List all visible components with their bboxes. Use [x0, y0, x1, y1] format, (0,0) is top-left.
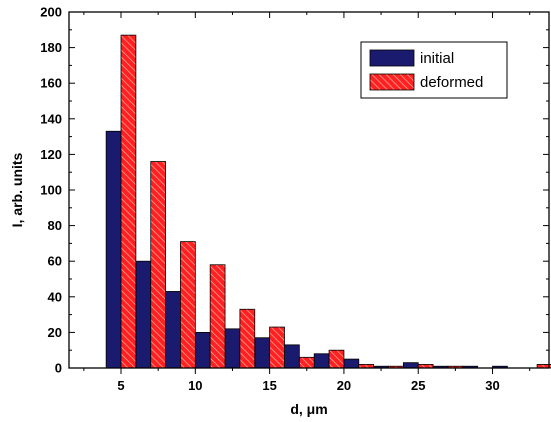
- bar-deformed-5: [269, 326, 285, 369]
- y-tick-label: 180: [40, 40, 62, 55]
- bar-deformed-2: [180, 241, 196, 369]
- bar-initial-3: [194, 331, 211, 369]
- y-tick-label: 0: [55, 361, 62, 376]
- bar-initial-8: [343, 358, 360, 369]
- bar-deformed-3: [209, 264, 226, 369]
- bar-initial-0: [105, 130, 122, 369]
- y-tick-label: 80: [48, 218, 62, 233]
- y-tick-label: 200: [40, 5, 62, 20]
- x-tick-label: 30: [485, 378, 499, 393]
- bar-deformed-4: [239, 308, 256, 369]
- bar-deformed-1: [150, 161, 166, 369]
- y-tick-label: 160: [40, 76, 62, 91]
- x-tick-label: 25: [411, 378, 425, 393]
- bars-group: [105, 34, 551, 369]
- legend: initial deformed: [360, 41, 508, 99]
- bar-deformed-6: [298, 356, 315, 369]
- bar-deformed-7: [328, 349, 345, 369]
- x-tick-label: 10: [188, 378, 202, 393]
- x-axis-title: d, μm: [290, 401, 327, 417]
- legend-swatch-initial: [369, 49, 415, 67]
- y-tick-label: 20: [48, 325, 62, 340]
- bar-initial-4: [224, 328, 241, 369]
- y-tick-label: 120: [40, 147, 62, 162]
- y-tick-label: 100: [40, 183, 62, 198]
- x-tick-label: 5: [117, 378, 124, 393]
- bar-initial-5: [254, 337, 271, 369]
- bar-deformed-0: [120, 34, 137, 369]
- y-tick-label: 40: [48, 289, 62, 304]
- legend-label-initial: initial: [420, 50, 454, 67]
- x-tick-label: 20: [337, 378, 351, 393]
- y-tick-label: 60: [48, 254, 62, 269]
- y-tick-label: 140: [40, 111, 62, 126]
- bar-initial-2: [165, 291, 181, 369]
- bar-initial-7: [313, 353, 330, 369]
- legend-swatch-deformed: [369, 73, 415, 91]
- x-tick-label: 15: [262, 378, 276, 393]
- bar-initial-1: [135, 260, 152, 369]
- legend-label-deformed: deformed: [420, 74, 483, 91]
- bar-initial-10: [402, 362, 419, 369]
- y-axis-title: I, arb. units: [9, 152, 25, 227]
- bar-initial-6: [284, 344, 300, 369]
- axes-group: 0 20 40 60 80 100 120 140 160 180 200 5 10 15 20 25 30: [40, 5, 550, 393]
